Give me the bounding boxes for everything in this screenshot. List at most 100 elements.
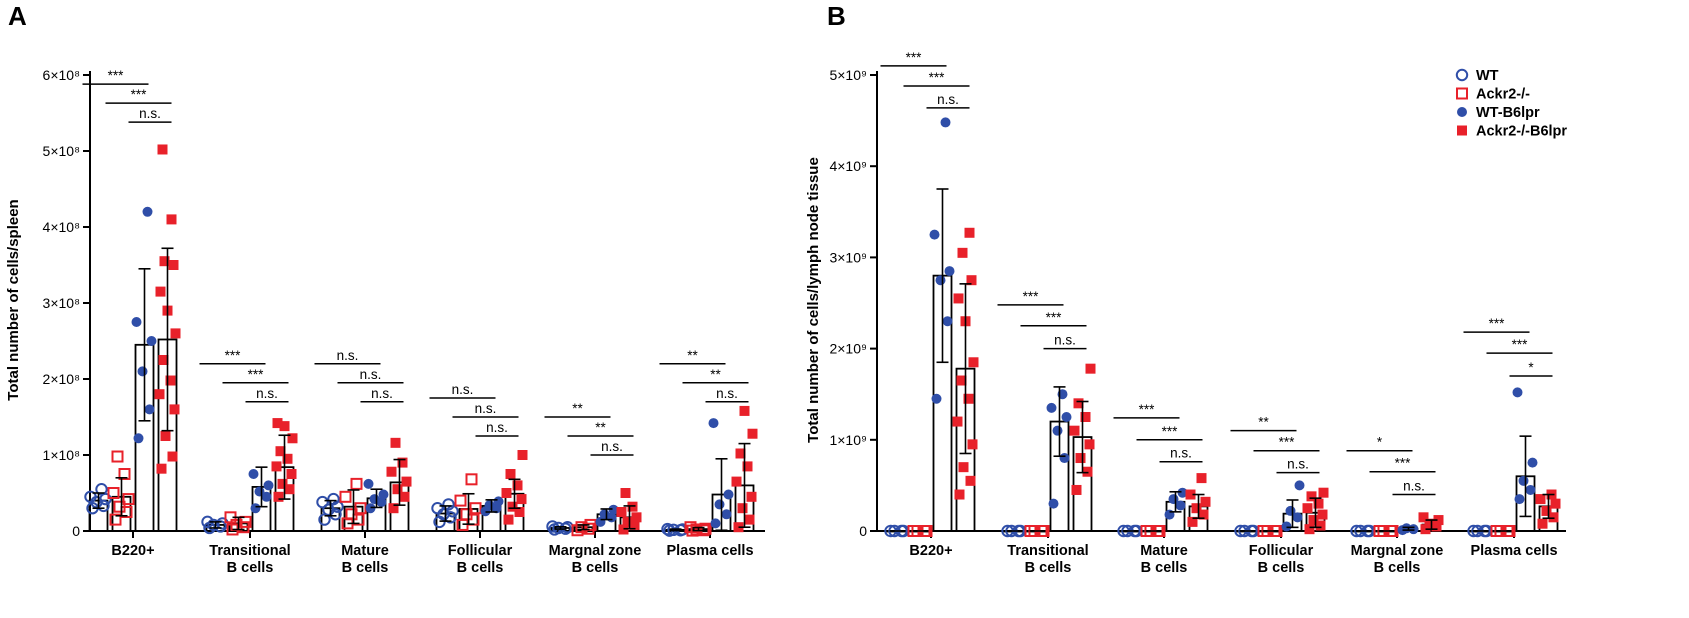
panel-b-x-tick-label: B cells [1374, 560, 1421, 576]
panel-b-point [1069, 425, 1080, 436]
panel-a-point [616, 507, 627, 517]
panel-b-y-tick-label: 2×10⁹ [829, 341, 867, 357]
panel-a-point [339, 490, 352, 503]
panel-a-point [142, 206, 153, 217]
panel-b-point [1075, 453, 1086, 464]
panel-b-point [1518, 475, 1529, 486]
panel-b-point [1191, 503, 1202, 514]
panel-b-y-tick-label: 3×10⁹ [829, 249, 867, 265]
panel-a-point [388, 503, 399, 514]
panel-a-y-tick-label: 0 [72, 523, 80, 539]
panel-b-significance-label: ** [1258, 415, 1269, 430]
panel-label-a: A [8, 1, 27, 31]
panel-a-point [84, 490, 97, 503]
panel-a-point [327, 492, 340, 506]
panel-a-point [465, 473, 478, 486]
panel-a-point [239, 515, 252, 528]
panel-a-y-axis-label: Total number of cells/spleen [5, 199, 22, 400]
panel-a-point [723, 489, 734, 500]
panel-b-point [1080, 412, 1091, 422]
panel-a-point [369, 494, 380, 505]
panel-a-significance-label: ** [595, 420, 606, 435]
panel-b-point [1541, 505, 1552, 516]
panel-a-point [157, 144, 168, 155]
panel-b-y-tick-label: 5×10⁹ [829, 67, 867, 83]
panel-a-x-tick-label: B cells [227, 560, 274, 576]
panel-a-point [158, 355, 169, 365]
panel-a-significance-label: n.s. [360, 367, 382, 382]
panel-b-y-tick-label: 0 [859, 523, 867, 539]
panel-a-point [363, 478, 374, 489]
panel-a-x-tick-label: B cells [342, 560, 389, 576]
panel-b-significance-label: n.s. [1287, 457, 1309, 472]
panel-a-point [631, 512, 642, 523]
panel-b-point [1292, 512, 1303, 523]
panel-b-x-tick-label: B cells [1141, 560, 1188, 576]
panel-a-point [144, 404, 155, 415]
panel-b-point [1431, 521, 1442, 532]
panel-a-point [599, 509, 610, 520]
panel-b-x-tick-label: Follicular [1249, 543, 1314, 559]
panel-b-significance-label: *** [1279, 435, 1296, 450]
panel-b-point [944, 266, 955, 277]
panel-b-point [1175, 500, 1186, 511]
panel-a-significance-label: n.s. [716, 386, 738, 401]
panel-b-x-tick-label: B cells [1258, 560, 1305, 576]
panel-b-significance-label: *** [1512, 337, 1529, 352]
panel-b-significance-label: n.s. [1170, 446, 1192, 461]
panel-a-point [442, 498, 455, 511]
panel-a-significance-label: n.s. [337, 348, 359, 363]
panel-a-y-tick-label: 1×10⁸ [43, 447, 81, 463]
panel-a-point [279, 421, 290, 432]
panel-a-x-tick-label: B cells [457, 560, 504, 576]
panel-b-significance-label: *** [1162, 424, 1179, 439]
panel-a-y-tick-label: 2×10⁸ [43, 371, 81, 387]
panel-a-point [167, 451, 178, 462]
panel-b-point [957, 247, 968, 258]
panel-a-point [735, 448, 746, 459]
panel-b-point [1294, 480, 1305, 491]
panel-b-point [935, 275, 946, 286]
panel-a-point [286, 469, 297, 479]
panel-b-point [931, 393, 942, 404]
panel-a-significance-label: *** [131, 87, 148, 102]
panel-a-point [250, 503, 261, 514]
panel-b-point [1302, 503, 1313, 514]
panel-b-point [954, 489, 965, 500]
panel-a-point [552, 521, 565, 535]
panel-a-point [122, 493, 135, 506]
panel-b-point [1317, 509, 1328, 520]
panel-b-point [1285, 505, 1296, 516]
panel-a-point [460, 508, 473, 521]
panel-a-y-tick-label: 6×10⁸ [43, 67, 81, 83]
panel-a-point [159, 256, 170, 267]
panel-b-significance-label: *** [1046, 310, 1063, 325]
panel-b-significance-label: *** [929, 70, 946, 85]
panel-a-point [350, 477, 363, 490]
panel-b-y-axis-label: Total number of cells/lymph node tissue [805, 157, 822, 443]
panel-a-point [501, 488, 512, 498]
panel-b-x-tick-label: Margnal zone [1351, 543, 1444, 559]
panel-b-point [1318, 487, 1329, 498]
panel-b-point [929, 229, 940, 240]
panel-b-x-tick-label: B cells [1025, 560, 1072, 576]
panel-a-point [284, 484, 295, 495]
panel-a-point [493, 496, 504, 507]
legend-marker [1455, 68, 1469, 82]
panel-a-point [345, 508, 358, 521]
panel-a-point [629, 519, 640, 530]
panel-b-point [1177, 487, 1188, 498]
panel-a-significance-label: n.s. [256, 386, 278, 401]
legend-marker [1457, 107, 1467, 117]
panel-a-point [277, 478, 288, 489]
panel-a-y-tick-label: 5×10⁸ [43, 143, 81, 159]
panel-b-point [1537, 518, 1548, 529]
panel-b-significance-label: *** [1139, 402, 1156, 417]
panel-a-y-tick-label: 3×10⁸ [43, 295, 81, 311]
panel-a-point [721, 509, 732, 520]
panel-b-point [1313, 498, 1324, 509]
panel-b-point [964, 227, 975, 238]
panel-b-chart: 0 1×10⁹ 2×10⁹ 3×10⁹ 4×10⁹ 5×10⁹ Total number o… [805, 50, 1566, 576]
panel-a-point [113, 500, 126, 513]
